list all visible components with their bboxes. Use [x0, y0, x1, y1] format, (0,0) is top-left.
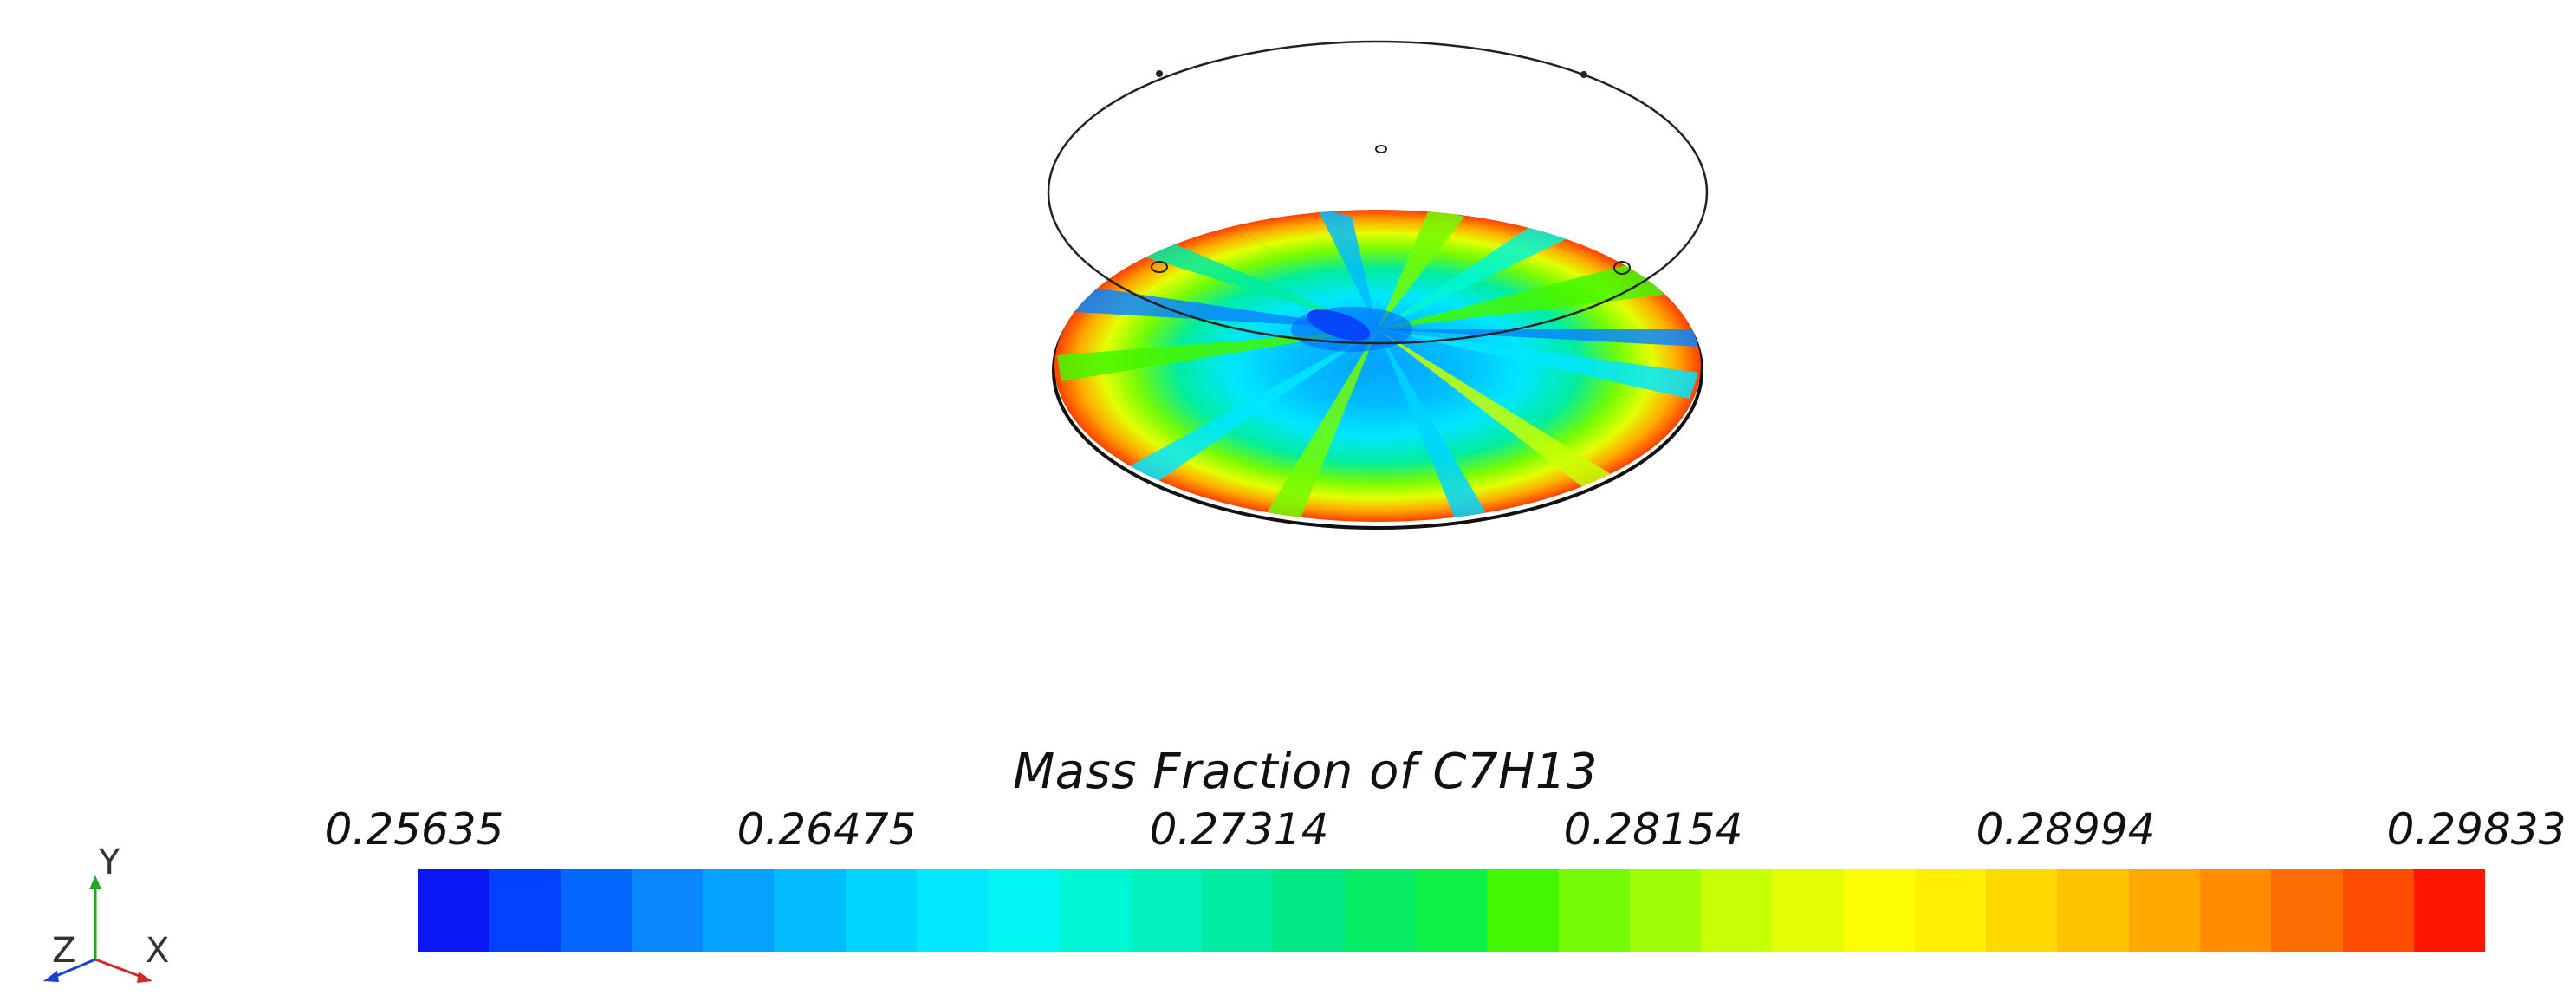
colorbar-segment — [1701, 869, 1773, 952]
colorbar-segment — [1487, 869, 1559, 952]
colorbar-segment — [1059, 869, 1131, 952]
colorbar-segment — [1130, 869, 1203, 952]
legend-tick: 0.26475 — [736, 804, 917, 855]
colorbar-segment — [560, 869, 632, 952]
legend-tick: 0.27314 — [1149, 804, 1329, 855]
legend-tick: 0.29833 — [2386, 804, 2566, 855]
colorbar-segment — [1273, 869, 1345, 952]
colorbar-segment — [2057, 869, 2129, 952]
colorbar-segment — [703, 869, 775, 952]
legend-title: Mass Fraction of C7H13 — [1012, 744, 1599, 800]
legend-colorbar — [418, 869, 2486, 952]
colorbar-segment — [1415, 869, 1488, 952]
colorbar-segment — [631, 869, 704, 952]
colorbar-segment — [774, 869, 846, 952]
colorbar-segment — [1558, 869, 1630, 952]
colorbar-segment — [489, 869, 561, 952]
colorbar-segment — [418, 869, 490, 952]
axis-z-label: Z — [52, 931, 75, 971]
legend-tick: 0.28154 — [1563, 804, 1743, 855]
colorbar-segment — [1344, 869, 1416, 952]
wireframe-center-marker — [1375, 145, 1387, 153]
colorbar-segment — [2342, 869, 2414, 952]
colorbar-segment — [1772, 869, 1844, 952]
colorbar-segment — [1986, 869, 2058, 952]
wireframe-marker — [1613, 261, 1631, 275]
orientation-triad: Y X Z — [43, 842, 169, 983]
wireframe-marker — [1151, 261, 1168, 273]
colorbar-segment — [2128, 869, 2201, 952]
colorbar-segment — [1629, 869, 1702, 952]
wireframe-disc — [1047, 40, 1709, 345]
contour-plate — [1054, 210, 1701, 522]
colorbar-segment — [1843, 869, 1915, 952]
colorbar-segment — [2413, 869, 2486, 952]
axis-x-label: X — [146, 931, 169, 971]
colorbar-segment — [1202, 869, 1274, 952]
colorbar-segment — [2200, 869, 2272, 952]
colorbar-segment — [916, 869, 989, 952]
axis-y-label: Y — [98, 842, 120, 882]
colorbar-segment — [845, 869, 917, 952]
colorbar-segment — [2271, 869, 2343, 952]
colorbar-segment — [1914, 869, 1987, 952]
colorbar-segment — [988, 869, 1060, 952]
legend-tick: 0.25635 — [324, 804, 504, 855]
legend-tick: 0.28994 — [1976, 804, 2156, 855]
